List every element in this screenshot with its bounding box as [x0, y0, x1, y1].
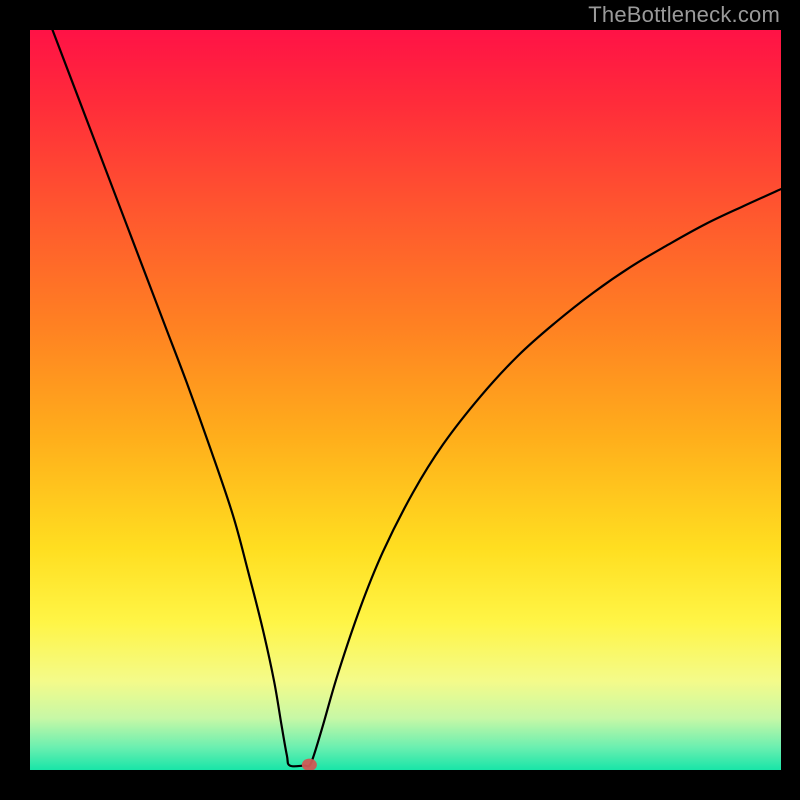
plot-svg: [30, 30, 781, 770]
chart-frame: TheBottleneck.com: [0, 0, 800, 800]
plot-area: [30, 30, 781, 770]
plot-background: [30, 30, 781, 770]
watermark-text: TheBottleneck.com: [588, 2, 780, 28]
